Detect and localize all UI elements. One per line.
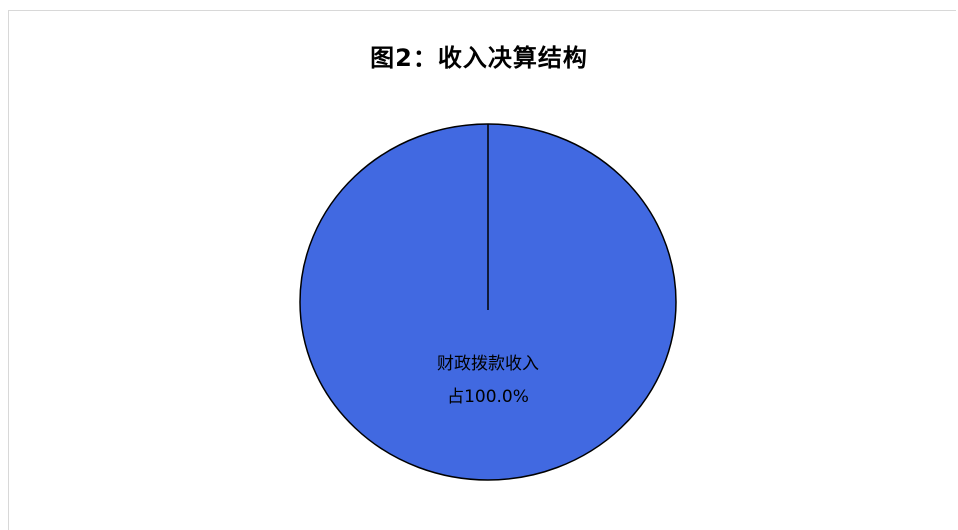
slice-label-name: 财政拨款收入 bbox=[437, 354, 539, 374]
chart-frame bbox=[8, 10, 956, 530]
chart-title: 图2：收入决算结构 bbox=[370, 44, 588, 72]
slice-label-percent: 占100.0% bbox=[447, 387, 529, 407]
